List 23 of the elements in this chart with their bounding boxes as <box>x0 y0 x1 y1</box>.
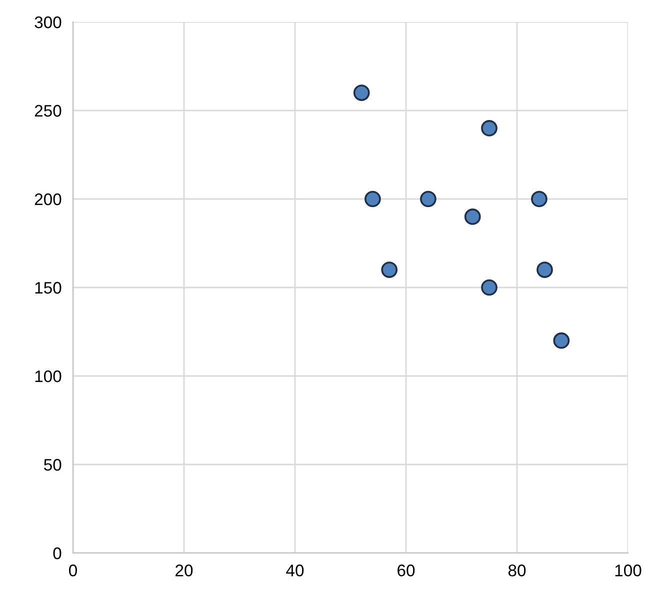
point <box>353 84 370 101</box>
y-tick-label: 200 <box>34 193 62 206</box>
y-tick-label: 150 <box>35 282 62 294</box>
y-tick-label: 50 <box>44 458 62 471</box>
x-tick-label: 40 <box>286 564 304 576</box>
y-tick-label: 100 <box>35 370 62 382</box>
point <box>531 190 548 208</box>
x-tick-label: 80 <box>508 564 526 576</box>
point <box>364 190 381 208</box>
point <box>481 120 498 136</box>
x-tick-label: 0 <box>69 564 77 576</box>
point <box>381 262 398 278</box>
y-tick-label: 250 <box>34 104 62 117</box>
x-tick-label: 100 <box>615 564 642 576</box>
point <box>553 332 570 349</box>
point <box>420 190 436 208</box>
point <box>481 279 498 296</box>
point <box>536 262 553 278</box>
point <box>464 208 481 225</box>
y-tick-label: 0 <box>53 547 62 560</box>
y-tick-label: 300 <box>34 16 62 28</box>
x-tick-label: 60 <box>398 564 415 576</box>
x-tick-label: 20 <box>176 564 193 576</box>
